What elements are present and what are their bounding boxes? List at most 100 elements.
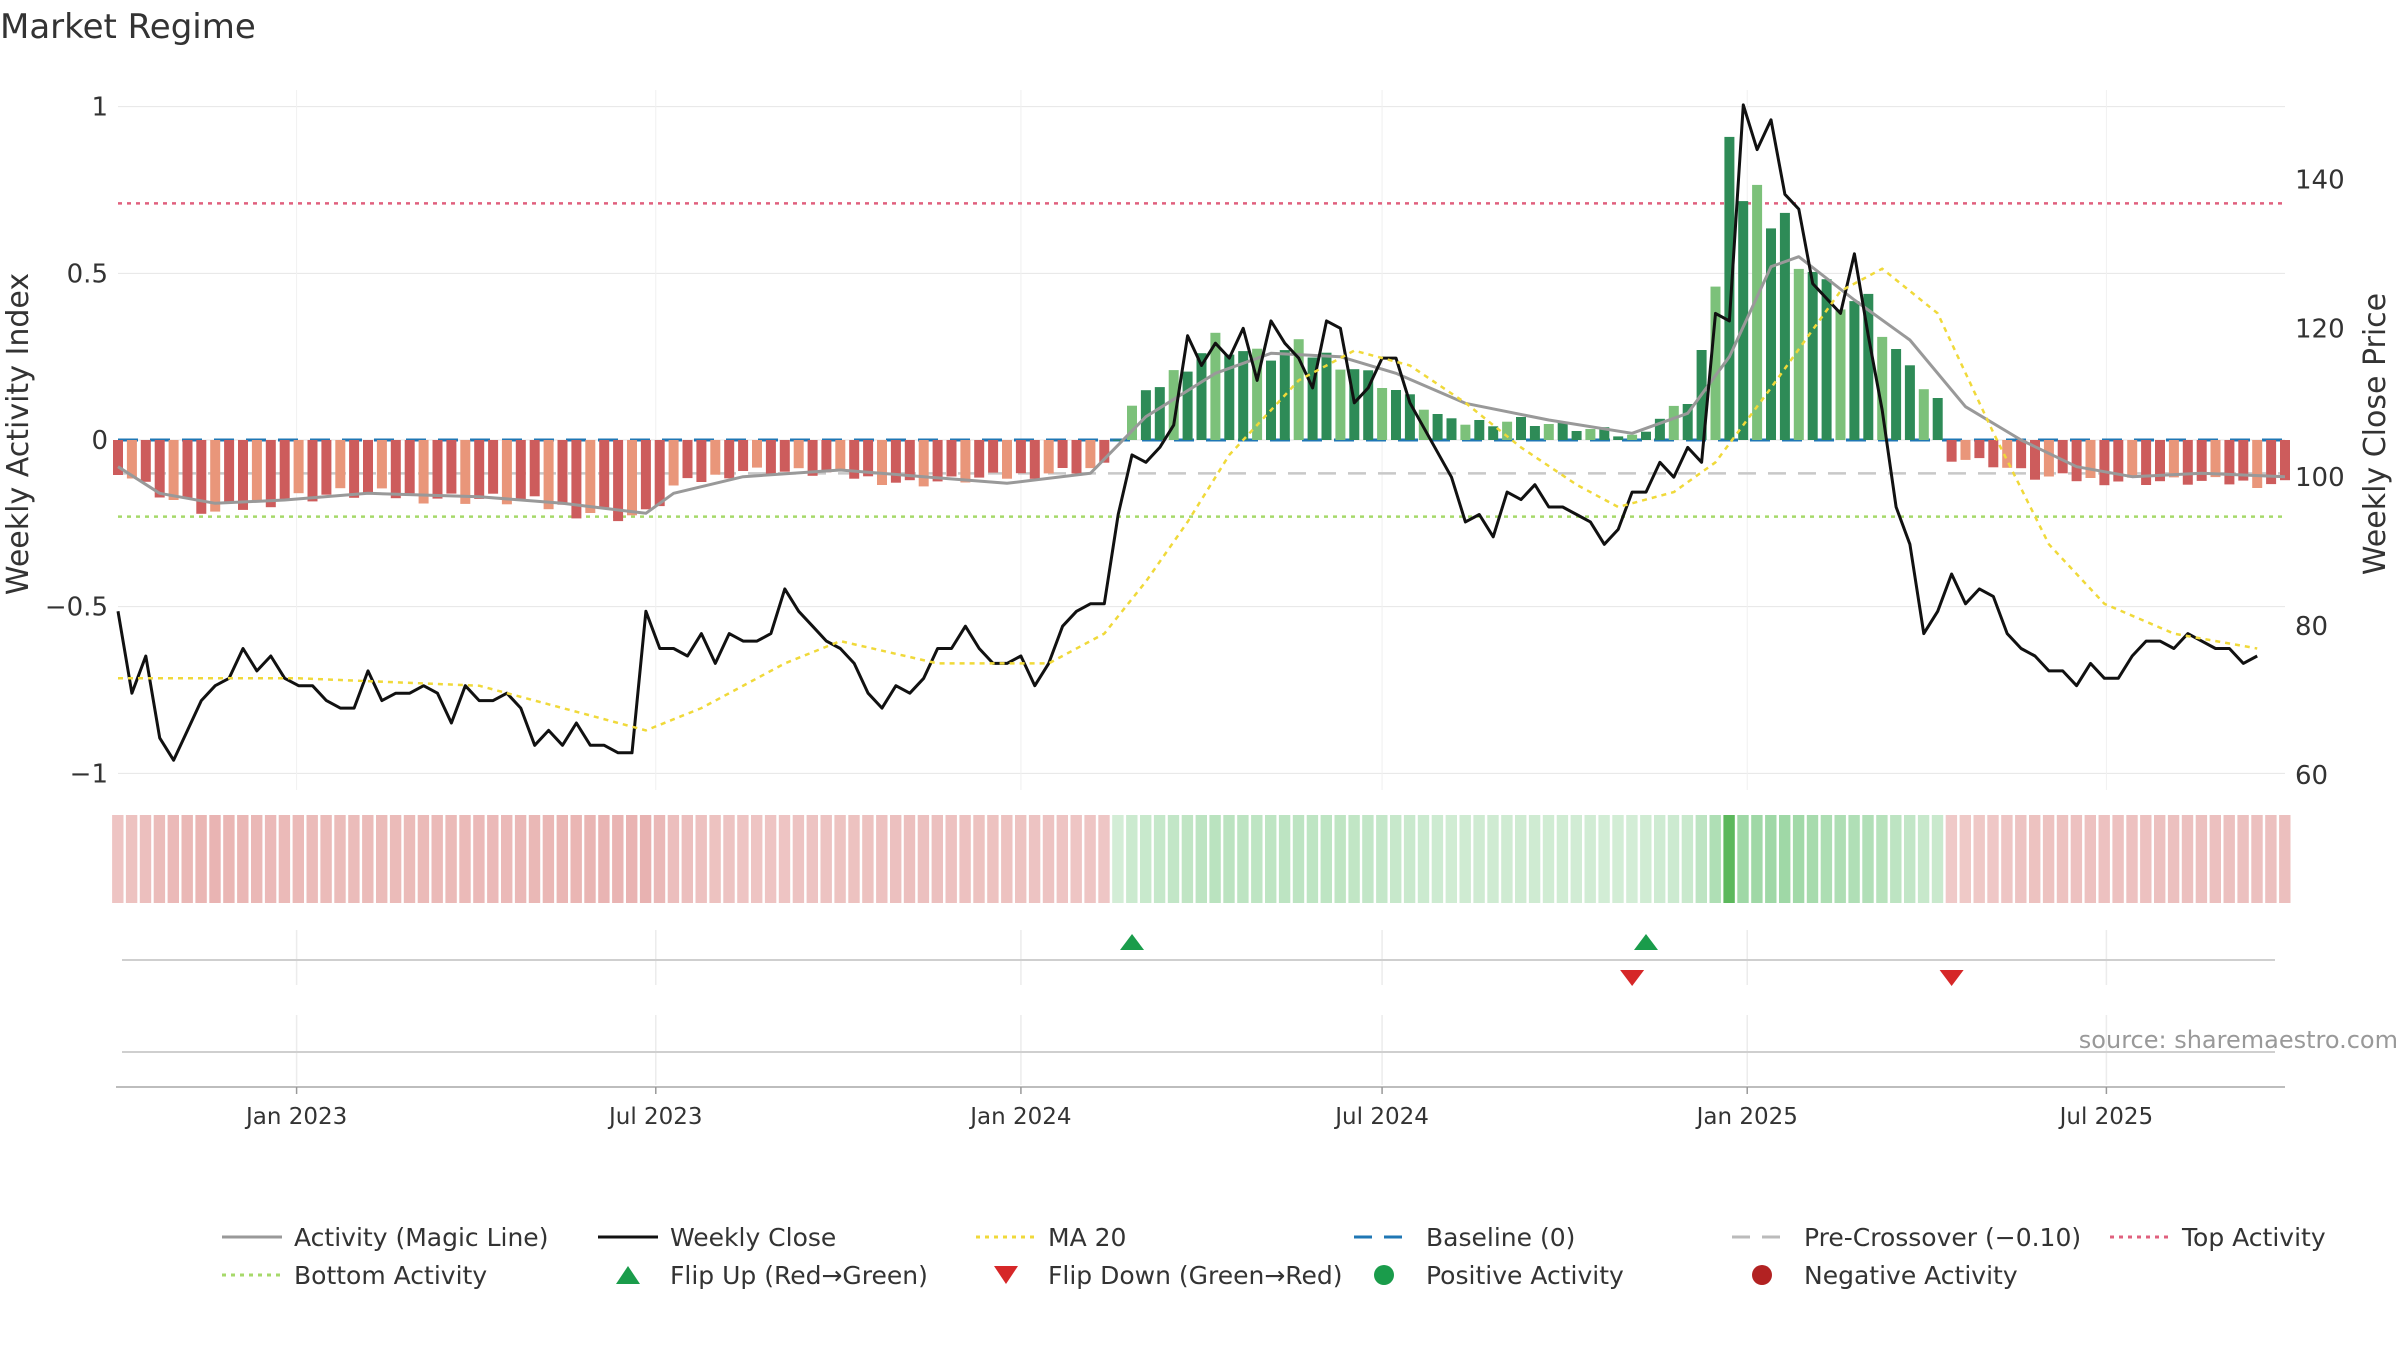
regime-band-cell <box>1348 815 1360 903</box>
activity-bar <box>2127 440 2138 478</box>
regime-band-cell <box>626 815 638 903</box>
legend-swatch <box>1374 1265 1394 1285</box>
regime-band-cell <box>2279 815 2291 903</box>
activity-bar <box>2224 440 2235 485</box>
activity-bar <box>1321 352 1332 440</box>
activity-bar <box>696 440 707 482</box>
regime-band-cell <box>2265 815 2277 903</box>
regime-band-cell <box>695 815 707 903</box>
activity-bar <box>1029 440 1040 479</box>
activity-bar <box>904 440 915 481</box>
activity-bar <box>1516 417 1526 440</box>
activity-bar <box>2016 440 2027 469</box>
series-activity-magic-line <box>117 255 2286 515</box>
activity-bar <box>654 440 665 507</box>
regime-band-cell <box>528 815 541 903</box>
regime-band-cell <box>806 815 818 903</box>
regime-band-cell <box>1084 815 1096 903</box>
activity-bar <box>1960 440 1971 460</box>
legend-label: Bottom Activity <box>294 1261 487 1290</box>
activity-bar <box>1585 429 1596 440</box>
flip-down-marker <box>1939 970 1964 986</box>
regime-band-cell <box>1945 815 1958 903</box>
regime-band-cell <box>737 815 749 903</box>
activity-bar <box>2057 440 2068 474</box>
regime-band-cell <box>1792 815 1805 903</box>
regime-band-cell <box>2209 815 2221 903</box>
regime-band-cell <box>862 815 874 903</box>
activity-bar <box>1654 418 1665 440</box>
activity-bar <box>1432 414 1443 440</box>
regime-band-cell <box>251 815 263 903</box>
activity-bar <box>113 440 123 475</box>
regime-band-cell <box>1667 815 1680 903</box>
activity-bar <box>960 440 971 483</box>
activity-bar <box>821 440 832 473</box>
regime-band-cell <box>1806 815 1819 903</box>
regime-band-cell <box>1904 815 1916 903</box>
activity-bar <box>571 440 582 519</box>
regime-band-cell <box>1431 815 1444 903</box>
activity-bar <box>1363 370 1374 440</box>
activity-bar <box>1904 365 1915 440</box>
regime-band-cell <box>570 815 582 903</box>
regime-band-cell <box>1556 815 1569 903</box>
regime-band-cell <box>584 815 596 903</box>
regime-band-cell <box>417 815 430 903</box>
activity-bar <box>1529 426 1540 440</box>
activity-bar <box>196 440 207 514</box>
activity-bar <box>238 440 248 510</box>
regime-band-cell <box>1251 815 1263 903</box>
regime-band-cell <box>1876 815 1888 903</box>
activity-bar <box>1891 349 1902 440</box>
regime-band-cell <box>542 815 555 903</box>
activity-bar <box>1779 212 1790 440</box>
activity-bar <box>2196 440 2207 481</box>
regime-band-cell <box>2237 815 2249 903</box>
flip-up-marker <box>1120 934 1145 950</box>
legend-label: Baseline (0) <box>1426 1223 1575 1252</box>
regime-band-cell <box>681 815 693 903</box>
activity-bar <box>2155 440 2165 482</box>
activity-bar <box>335 440 346 489</box>
activity-bar <box>2113 440 2124 482</box>
regime-band-cell <box>292 815 304 903</box>
regime-band-cell <box>1640 815 1652 903</box>
legend-label: Pre-Crossover (−0.10) <box>1804 1223 2081 1252</box>
legend-label: Negative Activity <box>1804 1261 2018 1290</box>
regime-band-cell <box>1501 815 1513 903</box>
regime-band-cell <box>2223 815 2235 903</box>
y-left-tick-label: 0 <box>91 426 108 456</box>
activity-bar <box>515 440 526 501</box>
activity-bar <box>585 440 596 513</box>
regime-band-cell <box>2042 815 2055 903</box>
regime-band-cell <box>1181 815 1194 903</box>
activity-bar <box>1071 440 1082 474</box>
regime-band-cell <box>1862 815 1874 903</box>
regime-band-cell <box>2029 815 2041 903</box>
activity-bar <box>918 440 929 487</box>
activity-bar <box>224 440 235 502</box>
activity-bar <box>140 440 151 482</box>
regime-band-cell <box>1153 815 1166 903</box>
activity-bar <box>724 440 735 479</box>
activity-bar <box>1724 136 1735 440</box>
regime-band-cell <box>1195 815 1207 903</box>
x-tick-label: Jan 2025 <box>1695 1104 1798 1130</box>
regime-band-cell <box>2098 815 2110 903</box>
regime-band-cell <box>1167 815 1180 903</box>
regime-band-cell <box>890 815 902 903</box>
activity-bar <box>307 440 318 502</box>
activity-bar <box>154 440 165 498</box>
legend-label: MA 20 <box>1048 1223 1126 1252</box>
regime-band-cell <box>1890 815 1902 903</box>
regime-band-cell <box>556 815 568 903</box>
regime-band-cell <box>167 815 179 903</box>
legend-item: Pre-Crossover (−0.10) <box>1732 1223 2081 1252</box>
regime-band-cell <box>2001 815 2013 903</box>
regime-band-cell <box>1987 815 1999 903</box>
regime-band-cell <box>1306 815 1319 903</box>
activity-bar <box>779 440 790 472</box>
